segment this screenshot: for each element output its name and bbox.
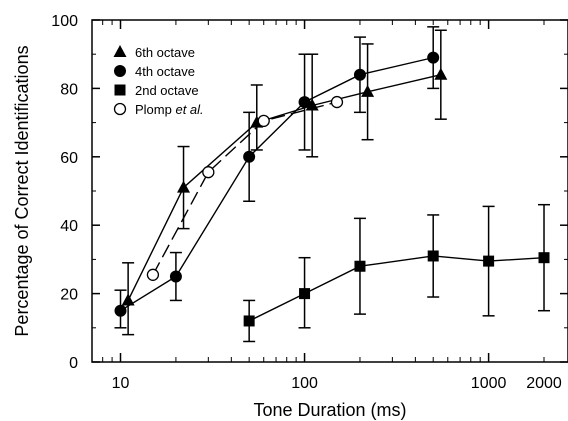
y-tick-label: 100 [51, 13, 78, 30]
data-point [202, 166, 215, 179]
x-axis-ticks: 10 100 1000 2000 [91, 20, 562, 392]
series-1 [114, 26, 440, 329]
series-2 [243, 203, 551, 343]
legend-label-text: 4th octave [135, 64, 195, 79]
series-line [120, 56, 434, 312]
legend-label-text: 6th octave [135, 45, 195, 60]
legend-label: Plomp et al. [135, 102, 204, 117]
data-point [257, 114, 270, 128]
data-point [354, 260, 366, 272]
y-tick-label: 60 [60, 150, 78, 167]
legend-label-text: 2nd octave [135, 83, 199, 98]
data-point [146, 268, 160, 281]
data-point [177, 180, 191, 193]
legend: 6th octave 4th octave 2nd octave Plomp et a… [113, 45, 204, 117]
y-tick-label: 20 [60, 287, 78, 304]
data-point [299, 288, 311, 300]
legend-label: 6th octave [135, 45, 195, 60]
data-point [243, 315, 255, 327]
data-point [427, 250, 439, 262]
data-point [353, 68, 366, 81]
data-point [434, 67, 448, 80]
data-point [121, 293, 135, 306]
y-tick-label: 40 [60, 218, 78, 235]
series-line [152, 101, 338, 276]
data-point [361, 84, 375, 97]
series-line [248, 255, 545, 322]
series-0 [121, 29, 448, 336]
legend-label: 4th octave [135, 64, 195, 79]
data-point [427, 51, 440, 64]
legend-label-emphasis: et al. [175, 102, 203, 117]
x-tick-label: 2000 [526, 375, 562, 392]
legend-marker [113, 45, 127, 57]
legend-marker [113, 102, 127, 116]
x-tick-label: 10 [112, 375, 130, 392]
data-point [483, 255, 495, 267]
data-point [114, 304, 127, 317]
data-point [538, 252, 550, 264]
series-3 [146, 95, 344, 281]
legend-marker [114, 84, 126, 96]
y-tick-label: 0 [69, 355, 78, 372]
data-point [298, 96, 311, 109]
data-point [330, 95, 344, 109]
y-tick-label: 80 [60, 81, 78, 98]
legend-marker [114, 65, 126, 77]
x-tick-label: 100 [291, 375, 318, 392]
series-line [127, 74, 441, 301]
y-axis-label: Percentage of Correct Identifications [12, 45, 32, 336]
data-point [169, 270, 182, 283]
series-layer [114, 26, 551, 343]
legend-label-text: Plomp [135, 102, 175, 117]
x-axis-label: Tone Duration (ms) [253, 400, 406, 420]
legend-label: 2nd octave [135, 83, 199, 98]
x-tick-label: 1000 [471, 375, 507, 392]
data-point [243, 150, 256, 163]
y-axis-ticks: 0 20 40 60 80 100 [51, 13, 568, 372]
